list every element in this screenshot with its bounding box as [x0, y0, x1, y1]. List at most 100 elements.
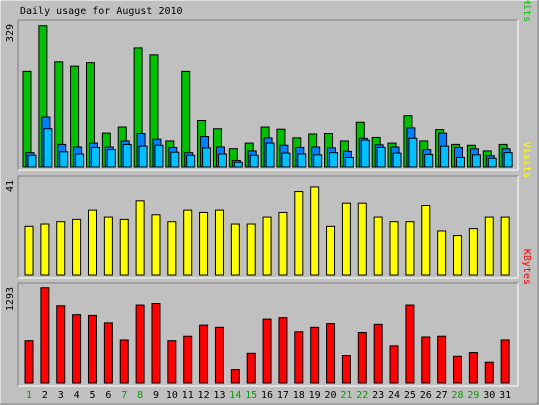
x-tick-label: 16 [261, 390, 273, 401]
bar-pages-day-13 [217, 153, 227, 168]
bar-pages-day-9 [154, 144, 164, 168]
side-legend: Pages/Files/Hits [521, 0, 532, 22]
bar-visits-day-14 [230, 223, 240, 276]
bar-pages-day-10 [170, 151, 180, 168]
bar-kbytes-day-3 [56, 305, 66, 384]
side-legend: Visits [521, 142, 532, 178]
bar-kbytes-day-22 [357, 332, 367, 384]
bar-kbytes-day-14 [230, 369, 240, 384]
chart-title: Daily usage for August 2010 [20, 6, 183, 17]
bar-visits-day-23 [373, 216, 383, 276]
x-tick-label: 27 [436, 390, 448, 401]
x-tick-label: 2 [42, 390, 48, 401]
bar-pages-day-7 [122, 143, 132, 168]
bar-visits-day-4 [72, 218, 82, 276]
bar-kbytes-day-30 [484, 361, 494, 384]
x-tick-label: 28 [451, 390, 463, 401]
bar-kbytes-day-13 [214, 326, 224, 384]
x-tick-label: 13 [213, 390, 225, 401]
bar-visits-day-11 [183, 209, 193, 276]
x-tick-label: 5 [89, 390, 95, 401]
y-max-label: 1293 [5, 287, 16, 311]
bar-kbytes-day-18 [294, 331, 304, 384]
bar-kbytes-day-23 [373, 323, 383, 384]
bar-kbytes-day-6 [103, 322, 113, 384]
x-tick-label: 25 [404, 390, 416, 401]
x-tick-label: 22 [356, 390, 368, 401]
bar-visits-day-20 [326, 225, 336, 276]
x-tick-label: 14 [229, 390, 241, 401]
bar-visits-day-16 [262, 216, 272, 276]
bar-kbytes-day-29 [468, 352, 478, 384]
bar-visits-day-15 [246, 223, 256, 276]
bar-pages-day-31 [503, 152, 513, 168]
bar-visits-day-24 [389, 221, 399, 276]
bar-visits-day-13 [214, 209, 224, 276]
bar-pages-day-14 [233, 161, 243, 168]
panel-pages-files-hits: 329 Pages/Files/Hits [5, 0, 532, 171]
bar-pages-day-4 [75, 153, 85, 168]
side-legend: KBytes [521, 249, 532, 285]
x-tick-label: 3 [58, 390, 64, 401]
bar-visits-day-28 [453, 235, 463, 276]
x-tick-label: 17 [277, 390, 289, 401]
bar-kbytes-day-7 [119, 339, 129, 384]
bar-pages-day-8 [138, 145, 148, 168]
bar-visits-day-17 [278, 211, 288, 276]
bar-kbytes-day-15 [246, 352, 256, 384]
bar-pages-day-30 [487, 157, 497, 168]
x-tick-label: 4 [74, 390, 80, 401]
chart-panels: 329 Pages/Files/Hits 41 Visits 1293 KBytes [5, 0, 532, 387]
x-tick-label: 1 [26, 390, 32, 401]
x-tick-label: 15 [245, 390, 257, 401]
x-tick-label: 7 [121, 390, 127, 401]
x-tick-label: 26 [420, 390, 432, 401]
bar-visits-day-6 [103, 216, 113, 276]
bar-pages-day-29 [471, 154, 481, 168]
bar-visits-day-1 [24, 225, 34, 276]
bar-kbytes-day-5 [87, 314, 97, 384]
x-tick-label: 29 [467, 390, 479, 401]
bar-pages-day-2 [43, 128, 53, 168]
bar-pages-day-25 [408, 137, 418, 168]
bar-kbytes-day-26 [421, 336, 431, 384]
bar-kbytes-day-4 [72, 314, 82, 384]
x-tick-label: 31 [499, 390, 511, 401]
bar-kbytes-day-20 [326, 323, 336, 384]
bar-visits-day-26 [421, 204, 431, 276]
x-tick-label: 11 [182, 390, 194, 401]
bar-kbytes-day-31 [500, 339, 510, 384]
bar-pages-day-5 [90, 146, 100, 168]
x-tick-label: 6 [105, 390, 111, 401]
bar-pages-day-16 [265, 142, 275, 168]
x-tick-label: 12 [198, 390, 210, 401]
bar-visits-day-7 [119, 218, 129, 276]
bar-pages-day-26 [424, 153, 434, 168]
bar-pages-day-20 [329, 152, 339, 168]
bar-pages-day-3 [59, 151, 69, 168]
bar-pages-day-23 [376, 146, 386, 168]
bar-visits-day-27 [437, 230, 447, 276]
x-tick-label: 19 [309, 390, 321, 401]
panel-visits: 41 Visits [5, 142, 532, 279]
bar-visits-day-18 [294, 191, 304, 276]
x-tick-label: 21 [340, 390, 352, 401]
bar-visits-day-10 [167, 221, 177, 276]
bar-kbytes-day-28 [453, 355, 463, 384]
bar-visits-day-29 [468, 228, 478, 276]
x-axis-labels: 1 2 3 4 5 6 7 8 9 10 11 12 13 14 15 16 17 18 19 20 21 22 23 24 2… [26, 390, 511, 401]
bar-visits-day-21 [341, 202, 351, 276]
bar-visits-day-8 [135, 200, 145, 276]
bar-kbytes-day-17 [278, 317, 288, 384]
bar-pages-day-18 [297, 153, 307, 168]
bar-kbytes-day-12 [199, 324, 209, 384]
x-tick-label: 10 [166, 390, 178, 401]
bar-visits-day-22 [357, 202, 367, 276]
bar-visits-day-9 [151, 214, 161, 276]
panel-kbytes: 1293 KBytes [5, 249, 532, 387]
bar-kbytes-day-21 [341, 355, 351, 384]
bar-kbytes-day-11 [183, 335, 193, 384]
bar-pages-day-17 [281, 152, 291, 168]
bar-kbytes-day-24 [389, 345, 399, 384]
